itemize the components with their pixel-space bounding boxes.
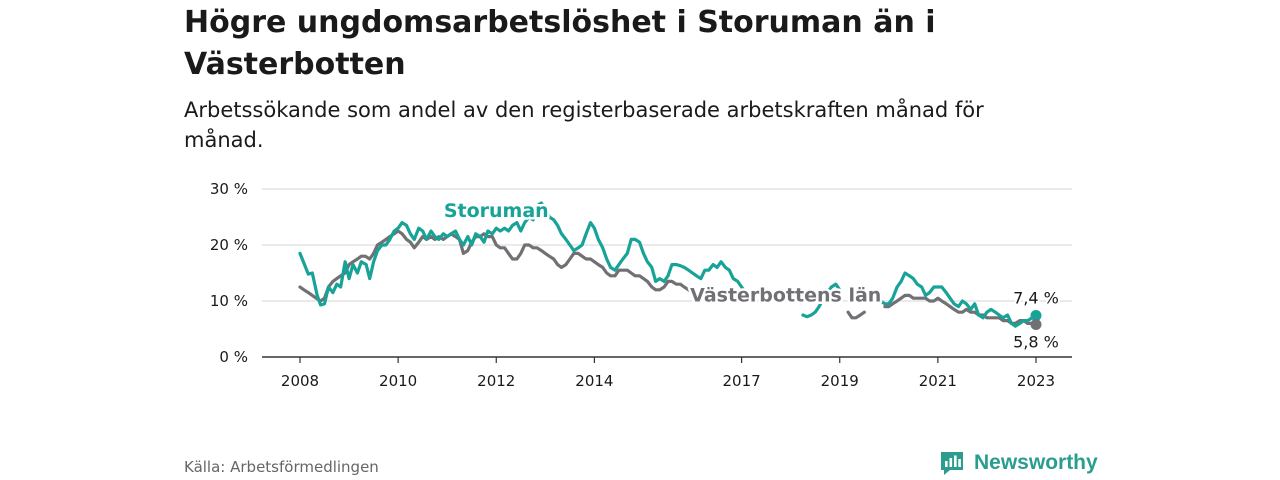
x-tick-label: 2019 xyxy=(821,372,859,390)
x-tick-label: 2008 xyxy=(281,372,319,390)
vasterbotten-end-label: 5,8 % xyxy=(1013,333,1059,352)
end-markers: 7,4 % 5,8 % xyxy=(1011,287,1061,354)
storuman-end-marker xyxy=(1030,310,1042,322)
newsworthy-logo-icon xyxy=(941,452,963,475)
vasterbotten-end-marker xyxy=(1030,319,1042,331)
vasterbotten-line xyxy=(298,229,695,303)
x-tick-label: 2014 xyxy=(575,372,613,390)
x-tick-label: 2023 xyxy=(1017,372,1055,390)
x-tick-label: 2021 xyxy=(919,372,957,390)
brand-name: Newsworthy xyxy=(974,451,1098,474)
y-axis-ticks: 0 % 10 % 20 % 30 % xyxy=(210,180,248,366)
y-tick-label: 10 % xyxy=(210,292,248,310)
vasterbotten-series-label: Västerbottens län xyxy=(690,285,881,307)
storuman-line xyxy=(878,271,1038,328)
storuman-series-label: Storuman xyxy=(444,200,549,222)
x-tick-label: 2010 xyxy=(379,372,417,390)
y-tick-label: 30 % xyxy=(210,180,248,198)
y-tick-label: 0 % xyxy=(219,348,248,366)
storuman-line xyxy=(801,282,842,319)
brand-logo[interactable]: Newsworthy xyxy=(938,449,1098,477)
y-tick-label: 20 % xyxy=(210,236,248,254)
x-tick-label: 2017 xyxy=(723,372,761,390)
x-tick-label: 2012 xyxy=(477,372,515,390)
gridlines xyxy=(262,188,1072,358)
chart-title: Högre ungdomsarbetslöshet i Storuman än … xyxy=(184,5,936,82)
storuman-line xyxy=(298,201,748,307)
storuman-end-label: 7,4 % xyxy=(1013,289,1059,308)
series-labels: Storuman Västerbottens län xyxy=(441,198,884,310)
chart-subtitle: Arbetssökande som andel av den registerb… xyxy=(184,98,984,152)
vasterbotten-line xyxy=(846,310,866,320)
x-axis: 2008 2010 2012 2014 2017 2019 2021 2023 xyxy=(281,357,1055,390)
source-note: Källa: Arbetsförmedlingen xyxy=(184,458,379,476)
series-lines xyxy=(298,201,1038,328)
